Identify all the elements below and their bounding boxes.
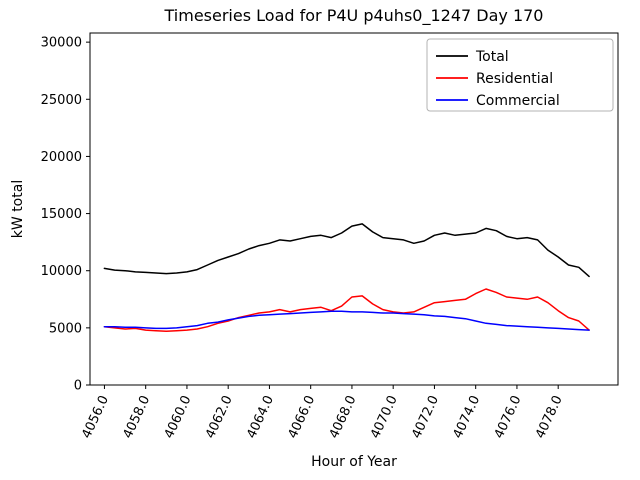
y-tick-label: 5000 bbox=[49, 321, 82, 336]
x-tick-label: 4070.0 bbox=[368, 393, 401, 441]
y-tick-label: 20000 bbox=[41, 150, 82, 165]
x-tick-label: 4064.0 bbox=[244, 393, 277, 441]
legend-box bbox=[426, 38, 614, 112]
x-tick-label: 4076.0 bbox=[492, 393, 525, 441]
x-tick-label: 4066.0 bbox=[285, 393, 318, 441]
x-tick-label: 4056.0 bbox=[79, 393, 112, 441]
y-tick-label: 0 bbox=[74, 379, 82, 394]
chart-title: Timeseries Load for P4U p4uhs0_1247 Day … bbox=[164, 6, 544, 26]
legend-label-residential: Residential bbox=[476, 71, 553, 87]
y-axis-label: kW total bbox=[10, 180, 26, 238]
y-tick-label: 25000 bbox=[41, 93, 82, 108]
x-tick-label: 4068.0 bbox=[327, 393, 360, 441]
series-line-total bbox=[103, 223, 590, 278]
series-line-residential bbox=[103, 288, 590, 333]
x-tick-label: 4062.0 bbox=[203, 393, 236, 441]
x-tick-label: 4072.0 bbox=[409, 393, 442, 441]
y-tick-label: 15000 bbox=[41, 207, 82, 222]
legend-label-total: Total bbox=[475, 49, 509, 65]
x-tick-label: 4058.0 bbox=[120, 393, 153, 441]
y-tick-label: 10000 bbox=[41, 264, 82, 279]
x-axis-label: Hour of Year bbox=[311, 454, 397, 470]
x-tick-label: 4060.0 bbox=[162, 393, 195, 441]
x-tick-label: 4074.0 bbox=[450, 393, 483, 441]
x-tick-label: 4078.0 bbox=[533, 393, 566, 441]
y-tick-label: 30000 bbox=[41, 36, 82, 51]
series-line-commercial bbox=[103, 310, 590, 331]
legend-label-commercial: Commercial bbox=[476, 93, 560, 109]
